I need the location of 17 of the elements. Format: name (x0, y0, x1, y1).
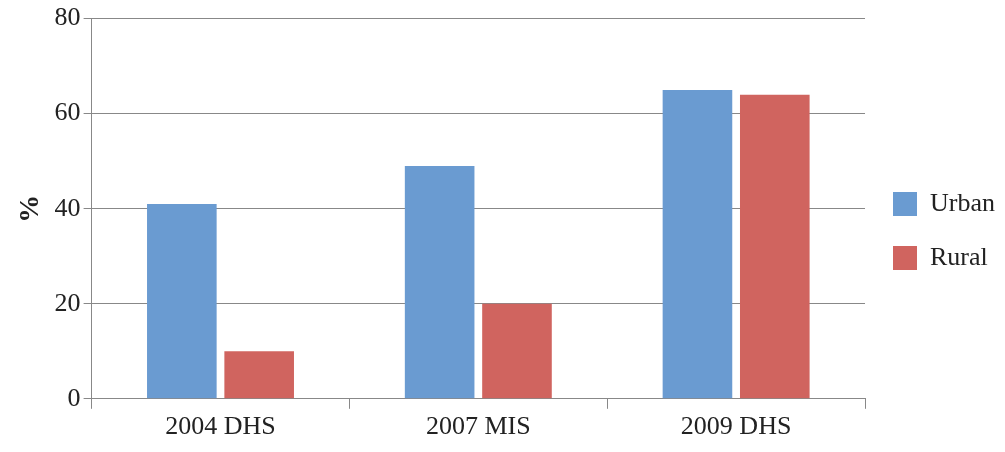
y-tick-label: 20 (54, 287, 81, 317)
legend-label: Urban (930, 187, 996, 217)
bar (404, 165, 475, 399)
legend-label: Rural (930, 241, 988, 271)
y-tick-label: 40 (54, 192, 81, 222)
bar (147, 203, 217, 399)
y-tick-label: 60 (54, 97, 81, 127)
x-tick-label: 2009 DHS (680, 411, 792, 441)
bar (662, 89, 733, 399)
y-tick-label: 80 (54, 2, 81, 32)
bar (482, 303, 552, 399)
y-axis-title: % (13, 194, 45, 223)
bar (224, 351, 294, 399)
bar (739, 94, 810, 399)
x-tick-label: 2004 DHS (165, 411, 276, 441)
x-tick-label: 2007 MIS (425, 411, 531, 441)
y-tick-label: 0 (67, 382, 81, 412)
